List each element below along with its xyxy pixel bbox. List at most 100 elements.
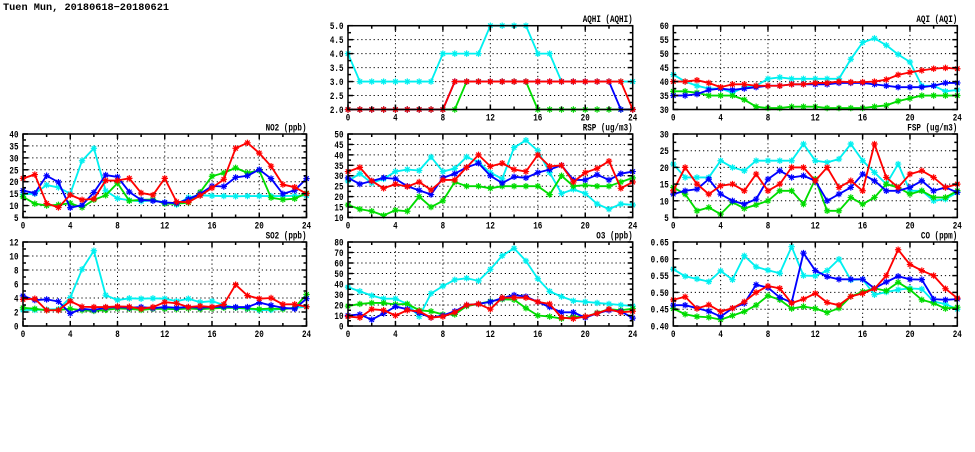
svg-text:5.0: 5.0 <box>330 21 344 33</box>
svg-text:40: 40 <box>334 280 343 292</box>
svg-text:20: 20 <box>581 329 590 341</box>
svg-text:35: 35 <box>660 91 669 103</box>
svg-text:16: 16 <box>858 329 867 341</box>
svg-text:10: 10 <box>334 311 343 323</box>
svg-text:15: 15 <box>334 203 343 215</box>
svg-text:3.5: 3.5 <box>330 63 344 75</box>
svg-text:0: 0 <box>339 322 344 334</box>
svg-text:12: 12 <box>9 238 18 250</box>
svg-text:24: 24 <box>302 220 311 232</box>
svg-text:NO2 (ppb): NO2 (ppb) <box>266 123 307 135</box>
svg-text:12: 12 <box>486 220 495 232</box>
svg-text:0: 0 <box>21 220 26 232</box>
svg-text:4: 4 <box>393 112 398 124</box>
svg-text:RSP (ug/m3): RSP (ug/m3) <box>583 123 633 135</box>
svg-text:8: 8 <box>766 220 771 232</box>
svg-text:0: 0 <box>14 322 19 334</box>
svg-text:AQHI (AQHI): AQHI (AQHI) <box>583 14 633 26</box>
svg-text:20: 20 <box>255 329 264 341</box>
svg-text:10: 10 <box>9 201 18 213</box>
svg-text:2: 2 <box>14 308 19 320</box>
svg-text:0.55: 0.55 <box>651 271 669 283</box>
svg-text:35: 35 <box>9 141 18 153</box>
svg-text:CO (ppm): CO (ppm) <box>921 231 957 243</box>
svg-text:12: 12 <box>160 329 169 341</box>
svg-text:25: 25 <box>9 165 18 177</box>
svg-text:4: 4 <box>718 329 723 341</box>
svg-text:AQI (AQI): AQI (AQI) <box>916 14 957 26</box>
svg-text:4: 4 <box>68 329 73 341</box>
svg-text:12: 12 <box>160 220 169 232</box>
svg-text:0.60: 0.60 <box>651 254 669 266</box>
svg-text:16: 16 <box>858 220 867 232</box>
svg-text:0: 0 <box>21 329 26 341</box>
svg-text:30: 30 <box>334 290 343 302</box>
svg-text:0.50: 0.50 <box>651 288 669 300</box>
svg-text:30: 30 <box>334 171 343 183</box>
svg-text:0.65: 0.65 <box>651 238 669 250</box>
svg-text:50: 50 <box>334 130 343 142</box>
svg-text:20: 20 <box>581 220 590 232</box>
svg-text:8: 8 <box>766 329 771 341</box>
svg-text:0: 0 <box>671 329 676 341</box>
svg-text:4: 4 <box>393 329 398 341</box>
svg-text:15: 15 <box>9 189 18 201</box>
svg-text:50: 50 <box>660 49 669 61</box>
svg-text:15: 15 <box>660 180 669 192</box>
svg-text:20: 20 <box>255 220 264 232</box>
svg-text:12: 12 <box>811 329 820 341</box>
svg-text:20: 20 <box>334 301 343 313</box>
svg-text:16: 16 <box>207 220 216 232</box>
svg-text:4: 4 <box>718 112 723 124</box>
svg-text:40: 40 <box>9 130 18 142</box>
svg-text:3.0: 3.0 <box>330 77 344 89</box>
svg-text:24: 24 <box>953 220 962 232</box>
svg-text:20: 20 <box>905 220 914 232</box>
svg-text:20: 20 <box>581 112 590 124</box>
svg-text:5: 5 <box>14 213 19 225</box>
svg-text:50: 50 <box>334 269 343 281</box>
svg-text:25: 25 <box>334 182 343 194</box>
svg-text:10: 10 <box>9 252 18 264</box>
svg-text:4: 4 <box>68 220 73 232</box>
svg-text:12: 12 <box>811 112 820 124</box>
svg-text:8: 8 <box>115 220 120 232</box>
svg-text:2.5: 2.5 <box>330 91 344 103</box>
svg-text:8: 8 <box>441 220 446 232</box>
svg-text:0: 0 <box>346 329 351 341</box>
svg-text:45: 45 <box>334 140 343 152</box>
svg-text:12: 12 <box>486 329 495 341</box>
svg-text:24: 24 <box>628 329 637 341</box>
svg-text:30: 30 <box>660 105 669 117</box>
svg-text:2.0: 2.0 <box>330 105 344 117</box>
svg-text:25: 25 <box>660 146 669 158</box>
svg-text:12: 12 <box>811 220 820 232</box>
svg-text:60: 60 <box>334 259 343 271</box>
svg-text:55: 55 <box>660 35 669 47</box>
svg-text:24: 24 <box>302 329 311 341</box>
svg-text:24: 24 <box>628 220 637 232</box>
svg-text:8: 8 <box>14 266 19 278</box>
svg-text:16: 16 <box>858 112 867 124</box>
svg-text:24: 24 <box>953 329 962 341</box>
svg-text:16: 16 <box>533 220 542 232</box>
svg-text:8: 8 <box>441 112 446 124</box>
svg-text:0: 0 <box>346 112 351 124</box>
svg-text:24: 24 <box>628 112 637 124</box>
svg-text:24: 24 <box>953 112 962 124</box>
svg-text:70: 70 <box>334 248 343 260</box>
svg-text:6: 6 <box>14 280 19 292</box>
svg-text:4.5: 4.5 <box>330 35 344 47</box>
svg-text:35: 35 <box>334 161 343 173</box>
svg-text:0.45: 0.45 <box>651 305 669 317</box>
svg-text:FSP (ug/m3): FSP (ug/m3) <box>907 123 957 135</box>
svg-text:20: 20 <box>905 112 914 124</box>
svg-text:80: 80 <box>334 238 343 250</box>
svg-text:8: 8 <box>115 329 120 341</box>
svg-text:30: 30 <box>660 130 669 142</box>
svg-text:0.40: 0.40 <box>651 322 669 334</box>
svg-text:16: 16 <box>207 329 216 341</box>
svg-text:16: 16 <box>533 329 542 341</box>
svg-text:4: 4 <box>14 294 19 306</box>
svg-text:20: 20 <box>334 192 343 204</box>
